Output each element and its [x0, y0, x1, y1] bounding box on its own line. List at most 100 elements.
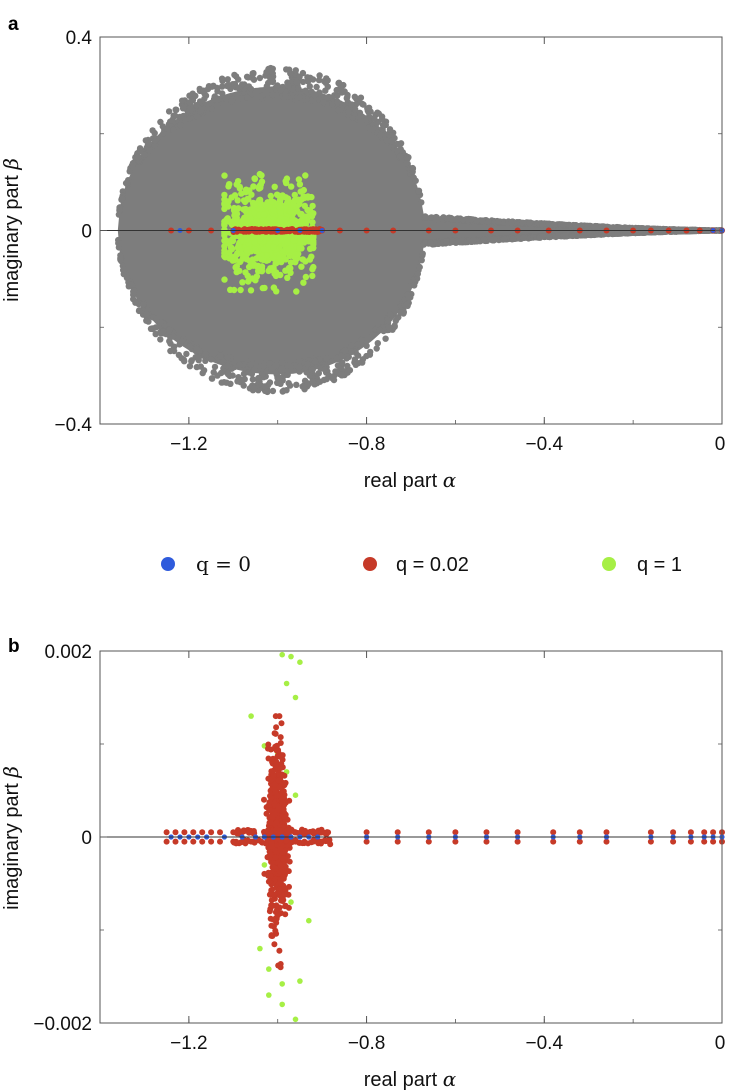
- panel-a-q1-point: [237, 286, 244, 294]
- panel-b-q1-point: [266, 966, 272, 972]
- panel-a-q1-point: [305, 233, 312, 241]
- panel-a-q1-point: [246, 257, 254, 265]
- panel-b-q002-point: [273, 724, 280, 731]
- panel-a-bg-point: [341, 347, 349, 354]
- panel-b-q1-point: [257, 945, 263, 952]
- panel-b-q1-point: [279, 1001, 286, 1008]
- panel-a-q1-point: [221, 221, 228, 229]
- panel-a-bg-point: [386, 324, 393, 332]
- panel-b-q1-point: [306, 917, 312, 924]
- panel-b-q002-point: [278, 720, 285, 727]
- panel-a-bg-point: [292, 67, 299, 74]
- panel-a-q1-point: [309, 266, 316, 273]
- panel-a-q1-point: [265, 242, 272, 250]
- panel-a-bg-point: [263, 83, 270, 90]
- panel-a-bg-point: [217, 352, 224, 360]
- panel-a-bg-point: [309, 366, 316, 373]
- panel-b-q002-point: [282, 847, 289, 854]
- panel-a-bg-point: [157, 336, 164, 343]
- panel-a-bg-point: [276, 374, 283, 381]
- panel-a-q1-point: [234, 250, 241, 257]
- panel-a-bg-point: [135, 307, 143, 315]
- panel-a-q1-point: [242, 207, 249, 215]
- panel-b-q002-point: [190, 838, 197, 845]
- panel-b-q002-point: [576, 838, 583, 845]
- panel-a-bg-point: [394, 314, 401, 322]
- panel-a-bg-point: [117, 254, 124, 262]
- panel-b-q002-point: [274, 912, 281, 919]
- panel-b-q002-point: [425, 838, 432, 845]
- panel-a-bg-point: [569, 232, 576, 240]
- panel-a-bg-point: [186, 343, 194, 350]
- panel-a-bg-point: [232, 73, 240, 80]
- panel-a-bg-point: [115, 239, 122, 247]
- panel-a-q1-point: [231, 205, 239, 212]
- panel-a-q1-point: [308, 193, 315, 201]
- panel-a-bg-point: [279, 388, 286, 395]
- panel-a-q1-point: [246, 187, 253, 194]
- panel-a-bg-point: [193, 363, 200, 371]
- panel-b-q002-point: [286, 858, 293, 865]
- panel-b-q1-point: [279, 651, 286, 658]
- panel-b-letter: b: [8, 636, 20, 657]
- panel-b-q002-point: [239, 829, 246, 836]
- panel-a-bg-point: [334, 98, 341, 105]
- panel-a-bg-point: [427, 239, 434, 246]
- panel-a-q1-point: [306, 256, 314, 263]
- panel-a-bg-point: [210, 96, 218, 103]
- panel-a-bg-point: [143, 317, 150, 324]
- panel-a-bg-point: [178, 114, 185, 122]
- panel-a-bg-point: [479, 218, 486, 225]
- panel-a-bg-point: [352, 106, 359, 113]
- panel-a-bg-point: [335, 107, 342, 114]
- panel-a-bg-point: [397, 309, 404, 316]
- panel-a-q1-point: [296, 181, 304, 188]
- panel-a-bg-point: [388, 137, 396, 145]
- panel-a-bg-point: [427, 214, 435, 221]
- panel-a-bg-point: [147, 325, 155, 332]
- panel-a-q1-point: [267, 192, 274, 200]
- panel-a-bg-point: [284, 371, 291, 378]
- panel-b-q002-point: [514, 838, 521, 845]
- panel-b-q002-point: [647, 829, 654, 836]
- panel-a-xtick-label: −1.2: [170, 434, 208, 455]
- panel-a-bg-point: [598, 223, 606, 230]
- panel-a-q1-point: [249, 199, 257, 207]
- panel-b-q002-point: [230, 829, 237, 836]
- panel-a-bg-point: [304, 78, 312, 85]
- panel-a-bg-point: [348, 348, 355, 356]
- panel-b-q002-point: [282, 911, 289, 918]
- panel-b-q002-point: [282, 814, 289, 821]
- panel-a-q1-point: [256, 235, 264, 242]
- panel-a-q1-point: [276, 253, 283, 261]
- panel-b-xtick-label: −0.4: [526, 1033, 564, 1054]
- panel-a-bg-point: [301, 377, 309, 384]
- panel-b-q002-point: [647, 838, 654, 845]
- panel-a-bg-point: [470, 237, 477, 244]
- panel-a-q1-point: [269, 198, 276, 205]
- panel-a-q1-point: [257, 184, 264, 191]
- panel-a-bg-point: [220, 379, 228, 386]
- panel-a-bg-point: [304, 360, 311, 368]
- panel-a-q1-point: [247, 287, 255, 294]
- panel-b-q002-point: [265, 872, 272, 879]
- panel-a-bg-point: [397, 152, 404, 160]
- panel-a-bg-point: [495, 218, 502, 225]
- panel-a-q1-point: [250, 183, 257, 190]
- panel-a-bg-point: [467, 216, 475, 223]
- panel-b-q002-point: [576, 829, 583, 836]
- panel-b-q002-point: [363, 829, 370, 836]
- panel-b-q002-point: [271, 891, 278, 898]
- panel-b-xtick-label: −0.8: [348, 1033, 386, 1054]
- panel-b-q1-point: [288, 653, 294, 660]
- panel-b-q002-point: [670, 838, 677, 845]
- panel-a-bg-point: [222, 94, 229, 102]
- panel-a-bg-point: [346, 367, 354, 374]
- panel-a-bg-point: [501, 235, 508, 243]
- panel-b-q002-point: [603, 838, 610, 845]
- panel-a-xtick-label: −0.8: [348, 434, 386, 455]
- panel-b-q1-point: [292, 1016, 299, 1023]
- panel-a-bg-point: [131, 287, 138, 294]
- panel-b-q002-point: [271, 941, 278, 948]
- panel-a-bg-point: [177, 122, 184, 129]
